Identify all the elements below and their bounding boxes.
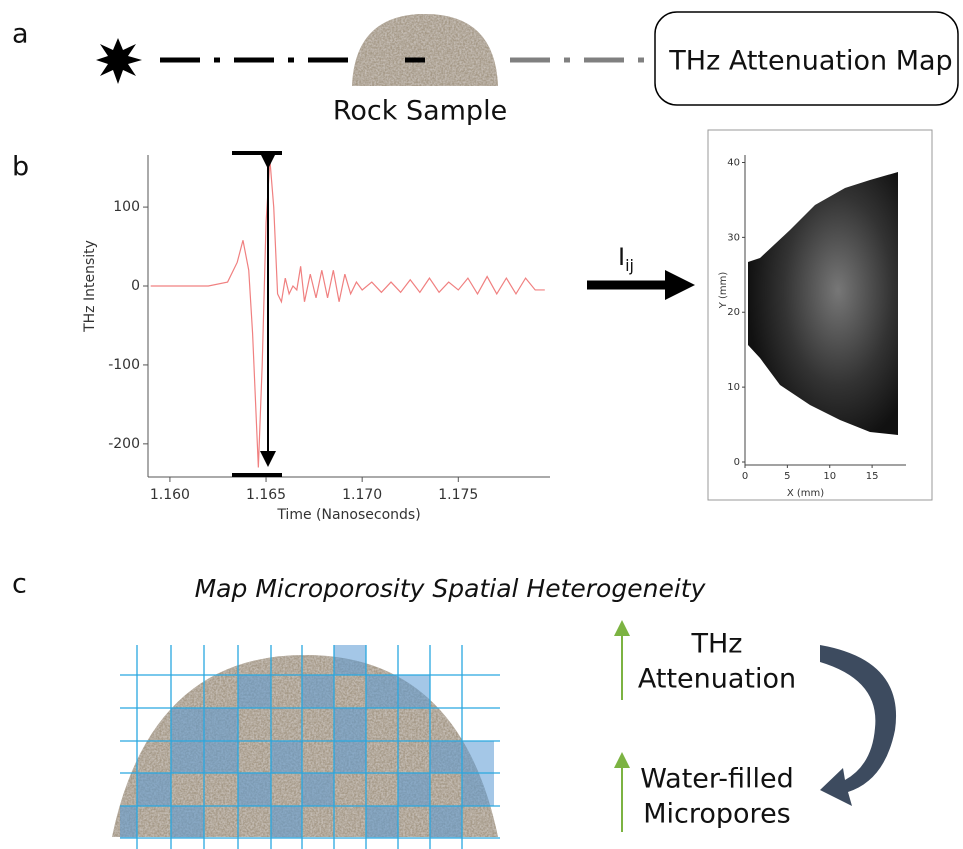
figure: a b c Rock Sample THz Attenuation Map 10… — [0, 0, 963, 849]
y-axis-title: Y (mm) — [718, 272, 729, 310]
map-arrow-head — [665, 270, 695, 300]
y-tick-label: 10 — [727, 382, 740, 393]
y-tick-label: -100 — [108, 357, 140, 373]
attenuation-label: Attenuation — [638, 664, 796, 695]
arrow-label: Iij — [618, 243, 634, 275]
y-tick-label: 20 — [727, 307, 740, 318]
arrow-label-main: I — [618, 243, 625, 271]
panel-label: a — [12, 19, 29, 50]
y-tick-label: 0 — [734, 457, 740, 468]
x-tick-label: 0 — [742, 471, 748, 482]
y-tick-label: 0 — [131, 278, 140, 294]
x-axis-title: Time (Nanoseconds) — [276, 507, 420, 523]
water-label: Micropores — [643, 799, 791, 830]
x-tick-label: 5 — [784, 471, 790, 482]
y-axis-title: THz Intensity — [82, 240, 98, 333]
cycle-arrow — [820, 645, 896, 806]
y-tick-label: 30 — [727, 232, 740, 243]
x-tick-label: 1.175 — [438, 487, 478, 503]
sample-label: Rock Sample — [333, 96, 507, 127]
y-tick-label: 100 — [113, 199, 140, 215]
x-tick-label: 1.160 — [150, 487, 190, 503]
y-tick-label: 40 — [727, 157, 740, 168]
output-label: THz Attenuation Map — [668, 46, 952, 77]
rock-sample — [350, 10, 500, 90]
arrow-label-sub: ij — [625, 256, 634, 275]
attenuation-label: THz — [691, 629, 743, 660]
x-tick-label: 10 — [823, 471, 836, 482]
panel-title: Map Microporosity Spatial Heterogeneity — [195, 574, 707, 603]
x-tick-label: 15 — [866, 471, 879, 482]
water-label: Water-filled — [640, 764, 794, 795]
source-burst — [96, 38, 142, 84]
panel-label: b — [12, 152, 29, 183]
waveform-chart: 100 0 -100 -200 1.160 1.165 1.170 1.175 Time (Na… — [82, 155, 550, 523]
x-axis-title: X (mm) — [787, 488, 824, 499]
x-tick-label: 1.170 — [342, 487, 382, 503]
x-tick-label: 1.165 — [246, 487, 286, 503]
y-tick-label: -200 — [108, 436, 140, 452]
waveform-line — [151, 160, 545, 468]
panel-label: c — [12, 569, 27, 600]
